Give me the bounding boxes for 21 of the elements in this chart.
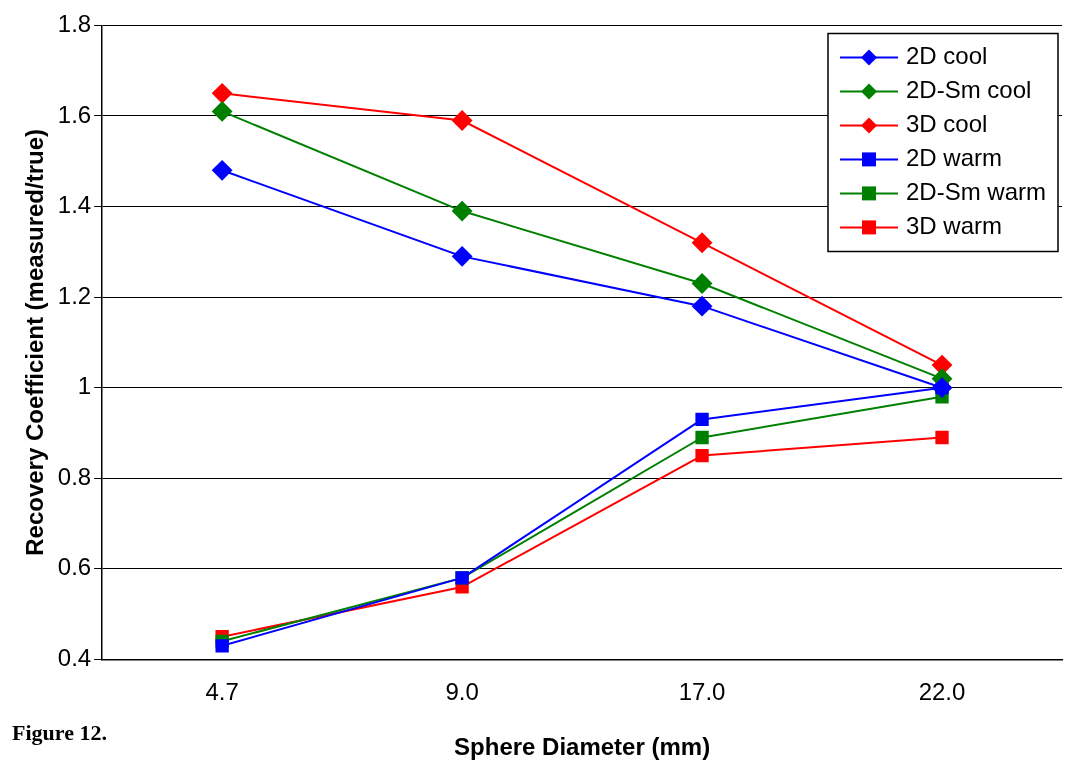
x-tick-label: 4.7 xyxy=(205,678,239,706)
x-tick-label: 17.0 xyxy=(678,678,726,706)
legend-label: 3D warm xyxy=(906,212,1003,240)
y-axis-title: Recovery Coefficient (measured/true) xyxy=(21,129,49,556)
y-tick-label: 1 xyxy=(77,372,92,400)
y-tick-label: 0.4 xyxy=(57,644,92,672)
caption: Figure 12. xyxy=(12,719,107,745)
legend-label: 2D warm xyxy=(906,144,1003,172)
x-tick-label: 9.0 xyxy=(445,678,479,706)
legend-label: 2D cool xyxy=(906,42,988,70)
y-tick-label: 1.2 xyxy=(57,281,92,309)
y-tick-label: 1.6 xyxy=(57,100,92,128)
y-tick-label: 0.6 xyxy=(57,553,92,581)
legend-label: 3D cool xyxy=(906,110,988,138)
x-tick-label: 22.0 xyxy=(918,678,966,706)
x-axis-title: Sphere Diameter (mm) xyxy=(454,733,711,761)
y-tick-label: 1.8 xyxy=(57,10,92,38)
legend-label: 2D-Sm warm xyxy=(906,178,1047,206)
legend-label: 2D-Sm cool xyxy=(906,76,1032,104)
y-tick-label: 0.8 xyxy=(57,462,92,490)
y-tick-label: 1.4 xyxy=(57,191,92,219)
